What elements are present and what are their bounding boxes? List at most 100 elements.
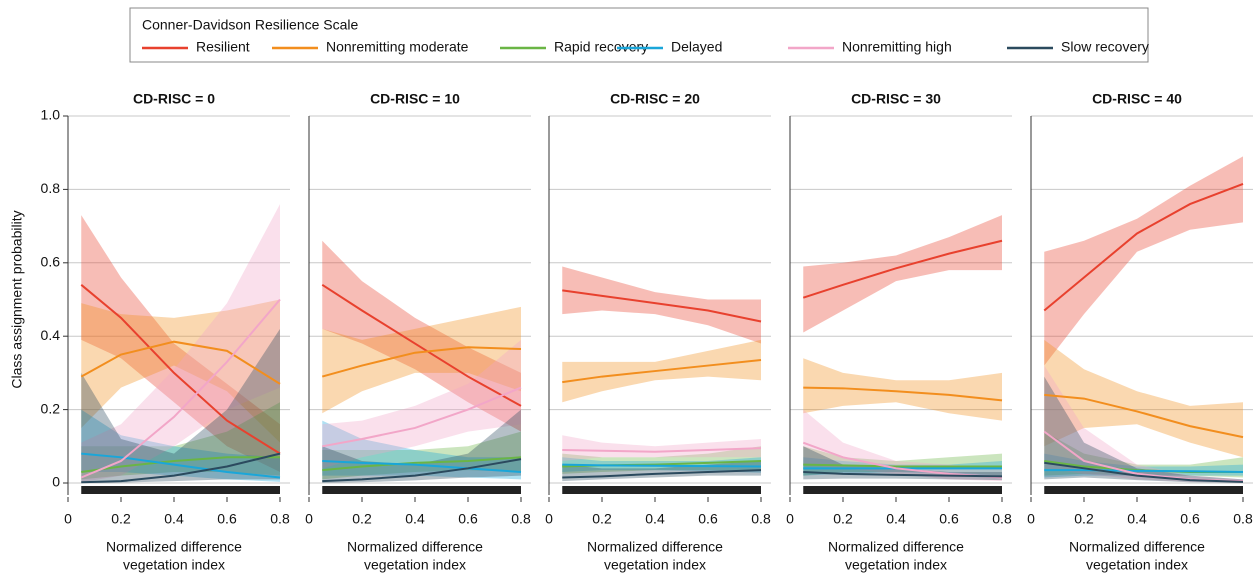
x-tick-label: 0.6 bbox=[217, 511, 237, 527]
y-axis-label: Class assignment probability bbox=[9, 210, 25, 388]
confidence-band bbox=[81, 299, 280, 443]
panel-title: CD-RISC = 20 bbox=[610, 91, 700, 107]
legend-label: Nonremitting high bbox=[842, 39, 952, 55]
x-axis-label: Normalized difference bbox=[347, 539, 483, 555]
series-line bbox=[80, 284, 281, 455]
series-line bbox=[1044, 393, 1244, 439]
confidence-band bbox=[803, 446, 1002, 481]
series-line bbox=[562, 447, 762, 453]
x-tick-label: 0.4 bbox=[164, 511, 184, 527]
series-line bbox=[562, 359, 762, 384]
series-line bbox=[322, 459, 522, 473]
series-line bbox=[562, 289, 762, 323]
x-tick-label: 0 bbox=[545, 511, 553, 527]
legend-title: Conner-Davidson Resilience Scale bbox=[142, 17, 359, 33]
x-tick-label: 0 bbox=[786, 511, 794, 527]
confidence-band bbox=[81, 409, 280, 482]
x-tick-label: 0.6 bbox=[698, 511, 718, 527]
x-tick-label: 0.8 bbox=[751, 511, 771, 527]
confidence-band bbox=[81, 204, 280, 483]
confidence-band bbox=[322, 420, 521, 480]
x-tick-label: 0.4 bbox=[645, 511, 665, 527]
confidence-band bbox=[1044, 365, 1243, 483]
panel-title: CD-RISC = 40 bbox=[1092, 91, 1182, 107]
series-line bbox=[81, 452, 281, 484]
x-tick-label: 0.4 bbox=[405, 511, 425, 527]
x-tick-label: 0.2 bbox=[352, 511, 372, 527]
x-axis-label: Normalized difference bbox=[106, 539, 242, 555]
x-tick-label: 0.8 bbox=[992, 511, 1012, 527]
x-axis-label: Normalized difference bbox=[587, 539, 723, 555]
legend-box bbox=[129, 7, 1149, 63]
confidence-band bbox=[1044, 431, 1243, 478]
series-line bbox=[562, 469, 762, 479]
x-axis-label: vegetation index bbox=[364, 557, 466, 573]
panel-title: CD-RISC = 0 bbox=[133, 91, 215, 107]
legend-label: Delayed bbox=[671, 39, 722, 55]
series-line bbox=[803, 463, 1002, 468]
x-tick-label: 0.4 bbox=[886, 511, 906, 527]
y-tick-label: 0.6 bbox=[41, 254, 61, 270]
x-axis-label: vegetation index bbox=[845, 557, 947, 573]
series-line bbox=[803, 386, 1003, 402]
confidence-band bbox=[803, 409, 1002, 482]
y-tick-label: 0.8 bbox=[41, 180, 61, 196]
rug bbox=[81, 486, 280, 494]
x-axis-label: vegetation index bbox=[1086, 557, 1188, 573]
x-tick-label: 0.6 bbox=[458, 511, 478, 527]
confidence-band bbox=[322, 409, 521, 483]
x-tick-label: 0.8 bbox=[511, 511, 531, 527]
series-line bbox=[322, 456, 522, 472]
rug bbox=[803, 486, 1002, 494]
panel-title: CD-RISC = 10 bbox=[370, 91, 460, 107]
y-tick-label: 0.4 bbox=[41, 327, 61, 343]
confidence-band bbox=[81, 402, 280, 480]
x-tick-label: 0.4 bbox=[1127, 511, 1147, 527]
x-tick-label: 0.2 bbox=[592, 511, 612, 527]
x-tick-label: 0.8 bbox=[270, 511, 290, 527]
legend-label: Resilient bbox=[196, 39, 250, 55]
x-tick-label: 0 bbox=[64, 511, 72, 527]
x-tick-label: 0 bbox=[1027, 511, 1035, 527]
series-line bbox=[803, 470, 1003, 478]
confidence-band bbox=[81, 328, 280, 483]
y-tick-label: 1.0 bbox=[41, 107, 61, 123]
confidence-band bbox=[803, 358, 1002, 421]
x-tick-label: 0.6 bbox=[939, 511, 959, 527]
series-line bbox=[322, 386, 522, 448]
x-axis-label: vegetation index bbox=[604, 557, 706, 573]
series-line bbox=[81, 456, 280, 473]
series-line bbox=[80, 298, 281, 479]
series-line bbox=[81, 452, 281, 479]
x-tick-label: 0.2 bbox=[1074, 511, 1094, 527]
legend-label: Nonremitting moderate bbox=[326, 39, 469, 55]
series-line bbox=[322, 458, 522, 483]
rug bbox=[562, 486, 761, 494]
legend-label: Slow recovery bbox=[1061, 39, 1149, 55]
x-axis-label: Normalized difference bbox=[828, 539, 964, 555]
x-tick-label: 0 bbox=[305, 511, 313, 527]
confidence-band bbox=[322, 306, 521, 414]
confidence-band bbox=[322, 240, 521, 432]
x-tick-label: 0.2 bbox=[111, 511, 131, 527]
rug bbox=[322, 486, 521, 494]
confidence-band bbox=[1044, 376, 1243, 483]
panel-title: CD-RISC = 30 bbox=[851, 91, 941, 107]
confidence-band bbox=[1044, 339, 1243, 458]
legend-label: Rapid recovery bbox=[554, 39, 648, 55]
x-tick-label: 0.8 bbox=[1233, 511, 1253, 527]
series-line bbox=[802, 239, 1003, 299]
x-tick-label: 0.6 bbox=[1180, 511, 1200, 527]
x-axis-label: Normalized difference bbox=[1069, 539, 1205, 555]
confidence-band bbox=[562, 435, 761, 461]
series-line bbox=[1043, 182, 1244, 312]
series-line bbox=[321, 283, 522, 407]
series-line bbox=[562, 463, 762, 468]
series-line bbox=[80, 340, 281, 385]
confidence-band bbox=[1044, 156, 1243, 366]
series-line bbox=[321, 346, 522, 378]
confidence-band bbox=[81, 215, 280, 472]
series-line bbox=[1044, 461, 1244, 483]
series-line bbox=[1044, 469, 1244, 473]
